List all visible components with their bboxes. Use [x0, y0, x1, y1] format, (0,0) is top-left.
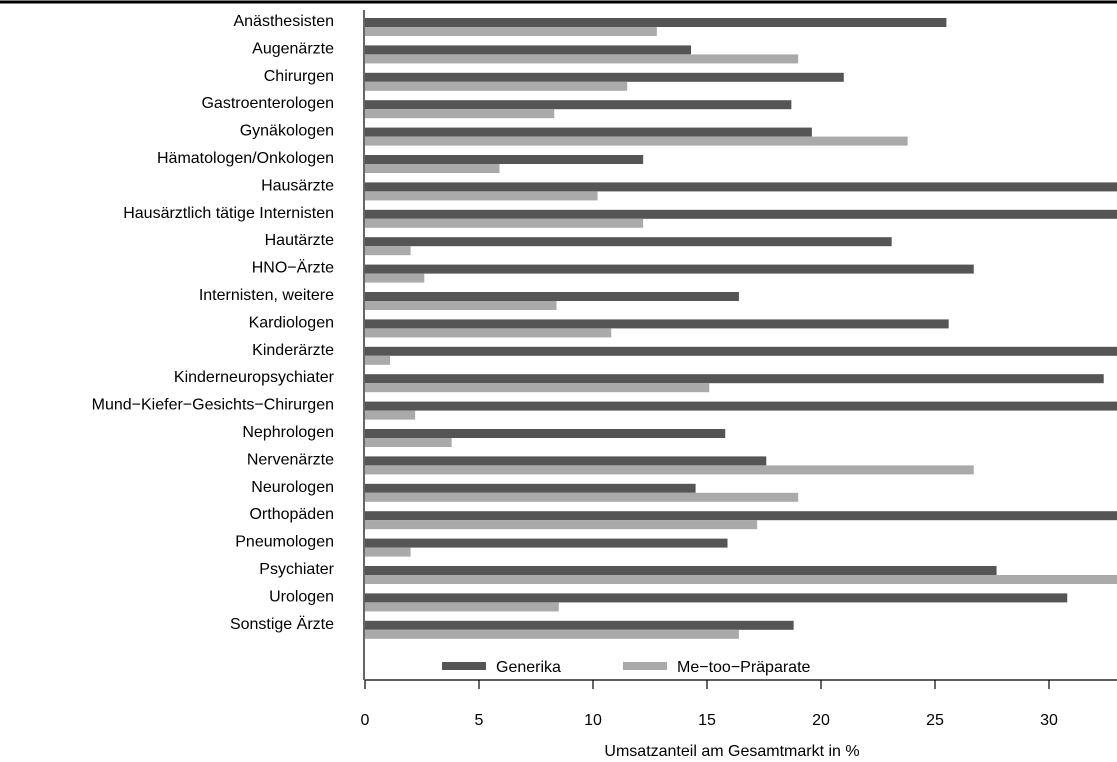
x-tick-label-30: 30 [1040, 712, 1058, 729]
bar-generika-kinderarzte [365, 346, 1117, 356]
x-axis-title: Umsatzanteil am Gesamtmarkt in % [604, 743, 859, 760]
category-label-hausarztlich-tatige-internisten: Hausärztlich tätige Internisten [123, 205, 334, 222]
category-label-gynakologen: Gynäkologen [240, 123, 334, 140]
bar-generika-chirurgen [365, 72, 844, 82]
legend-label-me-too: Me−too−Präparate [677, 659, 811, 676]
category-label-mund-kiefer-gesichts-chirurgen: Mund−Kiefer−Gesichts−Chirurgen [92, 397, 334, 414]
bar-me-too-praparate-chirurgen [365, 81, 628, 91]
bar-generika-nervenarzte [365, 456, 767, 466]
x-tick-label-10: 10 [584, 712, 602, 729]
bar-me-too-praparate-hamatologen-onkologen [365, 164, 500, 173]
x-axis: 051015202530354045 [361, 10, 1117, 729]
bar-generika-anasthesisten [365, 18, 947, 27]
x-tick-label-0: 0 [361, 712, 370, 729]
category-label-chirurgen: Chirurgen [264, 68, 334, 85]
x-tick-label-25: 25 [926, 712, 944, 729]
category-label-kardiologen: Kardiologen [249, 314, 334, 331]
category-label-hautarzte: Hautärzte [265, 232, 334, 249]
bar-me-too-praparate-hausarztlich-tatige-internisten [365, 218, 644, 228]
bar-generika-hamatologen-onkologen [365, 155, 644, 164]
category-label-gastroenterologen: Gastroenterologen [201, 95, 334, 112]
legend: Generika Me−too−Präparate [442, 659, 811, 676]
category-label-neurologen: Neurologen [251, 479, 334, 496]
legend-label-generika: Generika [496, 659, 561, 676]
bar-me-too-praparate-augenarzte [365, 54, 799, 64]
bar-generika-hausarztlich-tatige-internisten [365, 209, 1117, 219]
category-label-anasthesisten: Anästhesisten [233, 13, 334, 30]
category-label-hausarzte: Hausärzte [261, 177, 334, 194]
category-label-pneumologen: Pneumologen [235, 534, 334, 551]
bar-generika-hausarzte [365, 182, 1117, 192]
bar-generika-hno-arzte [365, 264, 974, 274]
bar-me-too-praparate-hno-arzte [365, 273, 425, 283]
bar-me-too-praparate-mund-kiefer-gesichts-chirurgen [365, 410, 416, 420]
bar-me-too-praparate-nephrologen [365, 438, 452, 447]
bar-generika-hautarzte [365, 237, 892, 247]
category-label-hamatologen-onkologen: Hämatologen/Onkologen [157, 150, 334, 167]
bar-generika-nephrologen [365, 429, 726, 438]
category-label-orthopaden: Orthopäden [249, 506, 334, 523]
category-label-urologen: Urologen [269, 588, 334, 605]
category-label-psychiater: Psychiater [259, 561, 334, 578]
bar-generika-internisten-weitere [365, 292, 739, 301]
bar-generika-orthopaden [365, 511, 1117, 521]
bar-me-too-praparate-hausarzte [365, 191, 598, 201]
bar-me-too-praparate-anasthesisten [365, 27, 657, 36]
bar-generika-augenarzte [365, 45, 692, 55]
category-label-augenarzte: Augenärzte [252, 40, 334, 57]
bar-me-too-praparate-psychiater [365, 575, 1117, 584]
bar-generika-gynakologen [365, 127, 812, 137]
bar-generika-psychiater [365, 566, 997, 575]
bar-generika-neurologen [365, 483, 696, 493]
bar-generika-gastroenterologen [365, 100, 792, 110]
category-label-kinderneuropsychiater: Kinderneuropsychiater [174, 369, 335, 386]
bar-me-too-praparate-pneumologen [365, 547, 411, 557]
bar-me-too-praparate-kardiologen [365, 328, 612, 338]
bar-me-too-praparate-nervenarzte [365, 465, 974, 475]
category-label-sonstige-arzte: Sonstige Ärzte [230, 615, 334, 633]
bar-me-too-praparate-kinderarzte [365, 355, 391, 365]
category-label-hno-arzte: HNO−Ärzte [252, 259, 334, 277]
category-labels: Anästhesisten Augenärzte Chirurgen Gastroen… [92, 13, 335, 633]
bar-me-too-praparate-neurologen [365, 492, 799, 502]
category-label-kinderarzte: Kinderärzte [252, 342, 334, 359]
bar-me-too-praparate-hautarzte [365, 246, 411, 256]
x-tick-label-5: 5 [475, 712, 484, 729]
category-label-nephrologen: Nephrologen [242, 424, 334, 441]
bar-me-too-praparate-internisten-weitere [365, 301, 557, 310]
bar-me-too-praparate-sonstige-arzte [365, 629, 739, 639]
category-label-internisten-weitere: Internisten, weitere [199, 287, 334, 304]
bar-me-too-praparate-gastroenterologen [365, 109, 555, 119]
bars-group [365, 18, 1117, 639]
bar-generika-mund-kiefer-gesichts-chirurgen [365, 401, 1117, 411]
bar-me-too-praparate-orthopaden [365, 520, 758, 530]
bar-me-too-praparate-urologen [365, 602, 559, 612]
bar-generika-kinderneuropsychiater [365, 374, 1104, 384]
x-tick-label-15: 15 [698, 712, 716, 729]
bar-generika-kardiologen [365, 319, 949, 329]
x-tick-label-20: 20 [812, 712, 830, 729]
bar-generika-pneumologen [365, 538, 728, 548]
bar-me-too-praparate-kinderneuropsychiater [365, 383, 710, 393]
bar-me-too-praparate-gynakologen [365, 136, 908, 146]
category-label-nervenarzte: Nervenärzte [247, 451, 334, 468]
bar-generika-sonstige-arzte [365, 620, 794, 630]
bar-generika-urologen [365, 593, 1068, 603]
